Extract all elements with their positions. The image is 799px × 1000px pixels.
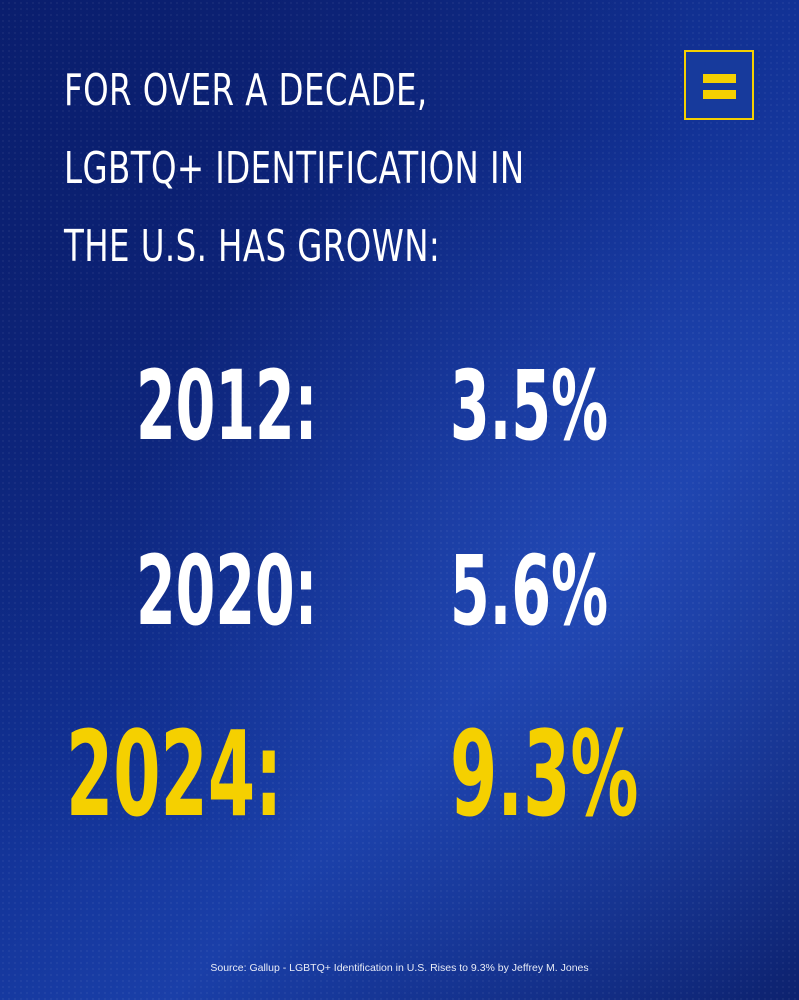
stat-value: 9.3% xyxy=(450,705,639,843)
headline-line: THE U.S. HAS GROWN: xyxy=(64,221,441,272)
stat-value: 3.5% xyxy=(450,350,609,462)
source-citation: Source: Gallup - LGBTQ+ Identification i… xyxy=(210,962,589,974)
headline: FOR OVER A DECADE, LGBTQ+ IDENTIFICATION… xyxy=(64,52,525,286)
headline-line: LGBTQ+ IDENTIFICATION IN xyxy=(64,143,525,194)
stat-year: 2012: xyxy=(136,350,318,462)
logo-bar-bottom xyxy=(703,90,736,99)
headline-line: FOR OVER A DECADE, xyxy=(64,65,428,116)
logo-bar-top xyxy=(703,74,736,83)
equal-sign-logo-icon xyxy=(684,50,754,120)
stat-value: 5.6% xyxy=(450,535,609,647)
stat-year: 2020: xyxy=(136,535,318,647)
stat-year: 2024: xyxy=(66,705,283,843)
